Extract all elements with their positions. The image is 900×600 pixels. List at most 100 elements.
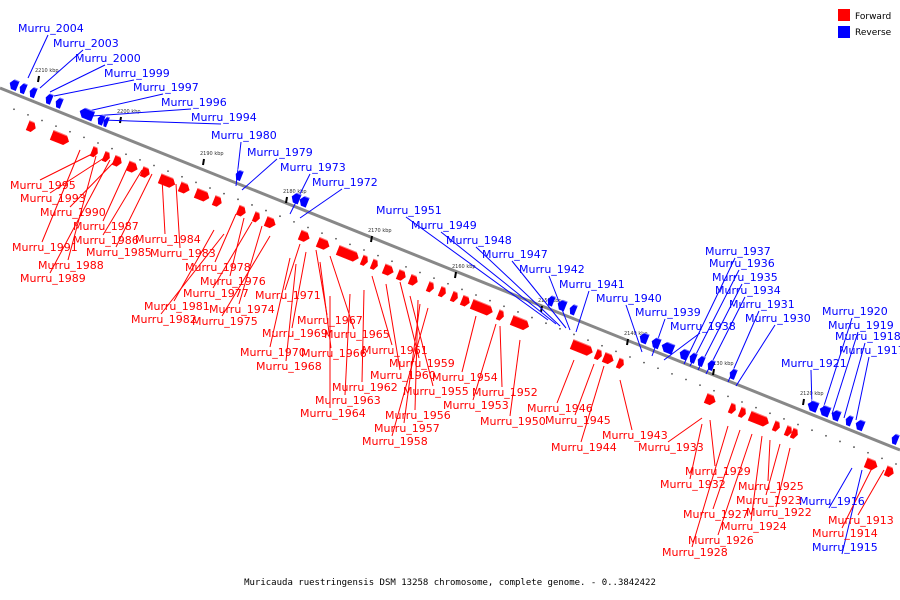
- forward-gene-label[interactable]: Murru_1988: [38, 259, 104, 272]
- forward-gene-arrow: [727, 402, 736, 414]
- forward-gene-label[interactable]: Murru_1925: [738, 480, 804, 493]
- forward-label-connector: [472, 323, 497, 401]
- reverse-gene-label[interactable]: Murru_1931: [729, 298, 795, 311]
- backbone-dot: [195, 181, 197, 184]
- reverse-gene-label[interactable]: Murru_1934: [715, 284, 781, 297]
- scale-tick-label: 2180 kbp: [283, 189, 307, 195]
- reverse-gene-label[interactable]: Murru_1951: [376, 204, 442, 217]
- forward-gene-label[interactable]: Murru_1927: [683, 508, 749, 521]
- forward-gene-label[interactable]: Murru_1914: [812, 527, 878, 540]
- forward-gene-label[interactable]: Murru_1983: [150, 247, 216, 260]
- forward-gene-label[interactable]: Murru_1946: [527, 402, 593, 415]
- reverse-gene-label[interactable]: Murru_1947: [482, 248, 548, 261]
- forward-gene-label[interactable]: Murru_1924: [721, 520, 787, 533]
- forward-gene-label[interactable]: Murru_1957: [374, 422, 440, 435]
- reverse-gene-label[interactable]: Murru_1936: [709, 257, 775, 270]
- reverse-gene-label[interactable]: Murru_1996: [161, 96, 227, 109]
- forward-gene-label[interactable]: Murru_1982: [131, 313, 197, 326]
- reverse-gene-arrow-highlight: [809, 398, 820, 404]
- forward-gene-arrow: [593, 348, 602, 360]
- forward-gene-label[interactable]: Murru_1965: [324, 328, 390, 341]
- forward-gene-label[interactable]: Murru_1945: [545, 414, 611, 427]
- reverse-gene-label[interactable]: Murru_1942: [519, 263, 585, 276]
- forward-gene-label[interactable]: Murru_1964: [300, 407, 366, 420]
- forward-gene-label[interactable]: Murru_1928: [662, 546, 728, 559]
- reverse-gene-label[interactable]: Murru_1939: [635, 306, 701, 319]
- forward-gene-arrow-highlight: [499, 308, 506, 313]
- forward-gene-label[interactable]: Murru_1922: [746, 506, 812, 519]
- forward-gene-label[interactable]: Murru_1993: [20, 192, 86, 205]
- reverse-gene-label[interactable]: Murru_1930: [745, 312, 811, 325]
- forward-gene-label[interactable]: Murru_1913: [828, 514, 894, 527]
- reverse-gene-label[interactable]: Murru_1979: [247, 146, 313, 159]
- forward-gene-label[interactable]: Murru_1970: [240, 346, 306, 359]
- forward-gene-label[interactable]: Murru_1985: [86, 246, 152, 259]
- forward-gene-label[interactable]: Murru_1989: [20, 272, 86, 285]
- reverse-gene-label[interactable]: Murru_1972: [312, 176, 378, 189]
- forward-gene-label[interactable]: Murru_1981: [144, 300, 210, 313]
- reverse-gene-label[interactable]: Murru_1917: [839, 344, 900, 357]
- reverse-gene-label[interactable]: Murru_1997: [133, 81, 199, 94]
- forward-gene-label[interactable]: Murru_1960: [370, 369, 436, 382]
- reverse-gene-label[interactable]: Murru_1994: [191, 111, 257, 124]
- forward-gene-label[interactable]: Murru_1986: [73, 234, 139, 247]
- forward-gene-label[interactable]: Murru_1933: [638, 441, 704, 454]
- forward-gene-label[interactable]: Murru_1984: [135, 233, 201, 246]
- forward-gene-label[interactable]: Murru_1958: [362, 435, 428, 448]
- forward-gene-label[interactable]: Murru_1991: [12, 241, 78, 254]
- reverse-gene-label[interactable]: Murru_1935: [712, 271, 778, 284]
- forward-gene-label[interactable]: Murru_1975: [192, 315, 258, 328]
- forward-gene-label[interactable]: Murru_1971: [255, 289, 321, 302]
- reverse-gene-label[interactable]: Murru_1973: [280, 161, 346, 174]
- forward-gene-label[interactable]: Murru_1968: [256, 360, 322, 373]
- reverse-gene-label[interactable]: Murru_1940: [596, 292, 662, 305]
- forward-gene-arrow: [157, 173, 176, 188]
- forward-gene-label[interactable]: Murru_1990: [40, 206, 106, 219]
- forward-gene-label[interactable]: Murru_1932: [660, 478, 726, 491]
- forward-gene-label[interactable]: Murru_1978: [185, 261, 251, 274]
- forward-gene-label[interactable]: Murru_1929: [685, 465, 751, 478]
- forward-gene-label[interactable]: Murru_1955: [403, 385, 469, 398]
- reverse-gene-arrow-highlight: [11, 77, 20, 83]
- reverse-gene-label[interactable]: Murru_1918: [835, 330, 900, 343]
- reverse-gene-label[interactable]: Murru_1916: [799, 495, 865, 508]
- forward-gene-label[interactable]: Murru_1944: [551, 441, 617, 454]
- forward-gene-label[interactable]: Murru_1966: [301, 347, 367, 360]
- reverse-gene-label[interactable]: Murru_1938: [670, 320, 736, 333]
- reverse-gene-label[interactable]: Murru_1915: [812, 541, 878, 554]
- reverse-gene-label[interactable]: Murru_2003: [53, 37, 119, 50]
- forward-gene-label[interactable]: Murru_1961: [362, 344, 428, 357]
- forward-gene-label[interactable]: Murru_1962: [332, 381, 398, 394]
- forward-gene-label[interactable]: Murru_1956: [385, 409, 451, 422]
- reverse-gene-label[interactable]: Murru_1941: [559, 278, 625, 291]
- reverse-gene-arrow: [891, 433, 900, 445]
- forward-gene-label[interactable]: Murru_1923: [736, 494, 802, 507]
- forward-gene-label[interactable]: Murru_1963: [315, 394, 381, 407]
- forward-gene-label[interactable]: Murru_1977: [183, 287, 249, 300]
- forward-gene-arrow: [335, 244, 359, 262]
- forward-gene-label[interactable]: Murru_1954: [432, 371, 498, 384]
- reverse-gene-label[interactable]: Murru_1948: [446, 234, 512, 247]
- forward-gene-label[interactable]: Murru_1967: [297, 314, 363, 327]
- reverse-gene-label[interactable]: Murru_1949: [411, 219, 477, 232]
- reverse-gene-label[interactable]: Murru_1937: [705, 245, 771, 258]
- forward-gene-label[interactable]: Murru_1974: [209, 303, 275, 316]
- reverse-gene-label[interactable]: Murru_2004: [18, 22, 84, 35]
- forward-gene-arrow-highlight: [793, 427, 800, 431]
- reverse-gene-label[interactable]: Murru_1920: [822, 305, 888, 318]
- forward-gene-label[interactable]: Murru_1952: [472, 386, 538, 399]
- reverse-gene-label[interactable]: Murru_1980: [211, 129, 277, 142]
- forward-gene-label[interactable]: Murru_1995: [10, 179, 76, 192]
- forward-gene-label[interactable]: Murru_1926: [688, 534, 754, 547]
- forward-gene-label[interactable]: Murru_1959: [389, 357, 455, 370]
- forward-gene-label[interactable]: Murru_1953: [443, 399, 509, 412]
- reverse-gene-label[interactable]: Murru_1919: [828, 319, 894, 332]
- reverse-gene-label[interactable]: Murru_2000: [75, 52, 141, 65]
- reverse-gene-label[interactable]: Murru_1921: [781, 357, 847, 370]
- forward-gene-label[interactable]: Murru_1987: [73, 220, 139, 233]
- forward-gene-label[interactable]: Murru_1969: [262, 327, 328, 340]
- forward-gene-label[interactable]: Murru_1943: [602, 429, 668, 442]
- forward-gene-label[interactable]: Murru_1950: [480, 415, 546, 428]
- reverse-gene-label[interactable]: Murru_1999: [104, 67, 170, 80]
- forward-gene-label[interactable]: Murru_1976: [200, 275, 266, 288]
